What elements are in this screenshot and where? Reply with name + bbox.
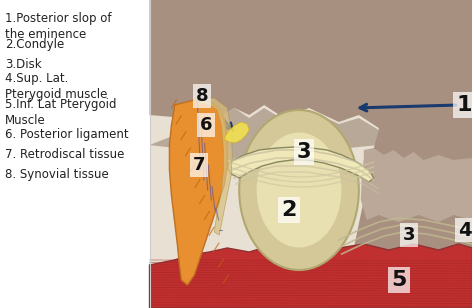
Bar — [149, 0, 473, 308]
Polygon shape — [227, 147, 374, 182]
Text: 1: 1 — [457, 95, 472, 115]
Polygon shape — [149, 244, 473, 308]
Polygon shape — [361, 148, 473, 222]
Text: 1.Posterior slop of
the eminence: 1.Posterior slop of the eminence — [5, 12, 111, 40]
Polygon shape — [354, 110, 473, 260]
Text: 5: 5 — [391, 270, 406, 290]
Polygon shape — [169, 100, 227, 285]
Text: 6. Posterior ligament: 6. Posterior ligament — [5, 128, 128, 141]
Text: 3.Disk: 3.Disk — [5, 58, 42, 71]
Polygon shape — [149, 108, 473, 160]
Text: 5.Inf. Lat Pterygoid
Muscle: 5.Inf. Lat Pterygoid Muscle — [5, 98, 117, 127]
Polygon shape — [224, 122, 249, 143]
Text: 3: 3 — [297, 142, 311, 162]
Polygon shape — [194, 98, 232, 235]
Text: 4: 4 — [458, 221, 471, 240]
Text: 6: 6 — [200, 116, 212, 134]
Polygon shape — [149, 0, 473, 130]
Ellipse shape — [239, 110, 359, 270]
Text: 8: 8 — [196, 87, 209, 105]
Bar — [149, 0, 473, 308]
Text: 7: 7 — [193, 156, 206, 174]
Text: 2.Condyle: 2.Condyle — [5, 38, 64, 51]
Text: 7. Retrodiscal tissue: 7. Retrodiscal tissue — [5, 148, 124, 161]
Text: 8. Synovial tissue: 8. Synovial tissue — [5, 168, 109, 181]
Ellipse shape — [256, 132, 341, 248]
Text: 2: 2 — [282, 200, 297, 220]
Text: 4.Sup. Lat.
Pterygoid muscle: 4.Sup. Lat. Pterygoid muscle — [5, 72, 107, 100]
Text: 3: 3 — [402, 226, 415, 244]
